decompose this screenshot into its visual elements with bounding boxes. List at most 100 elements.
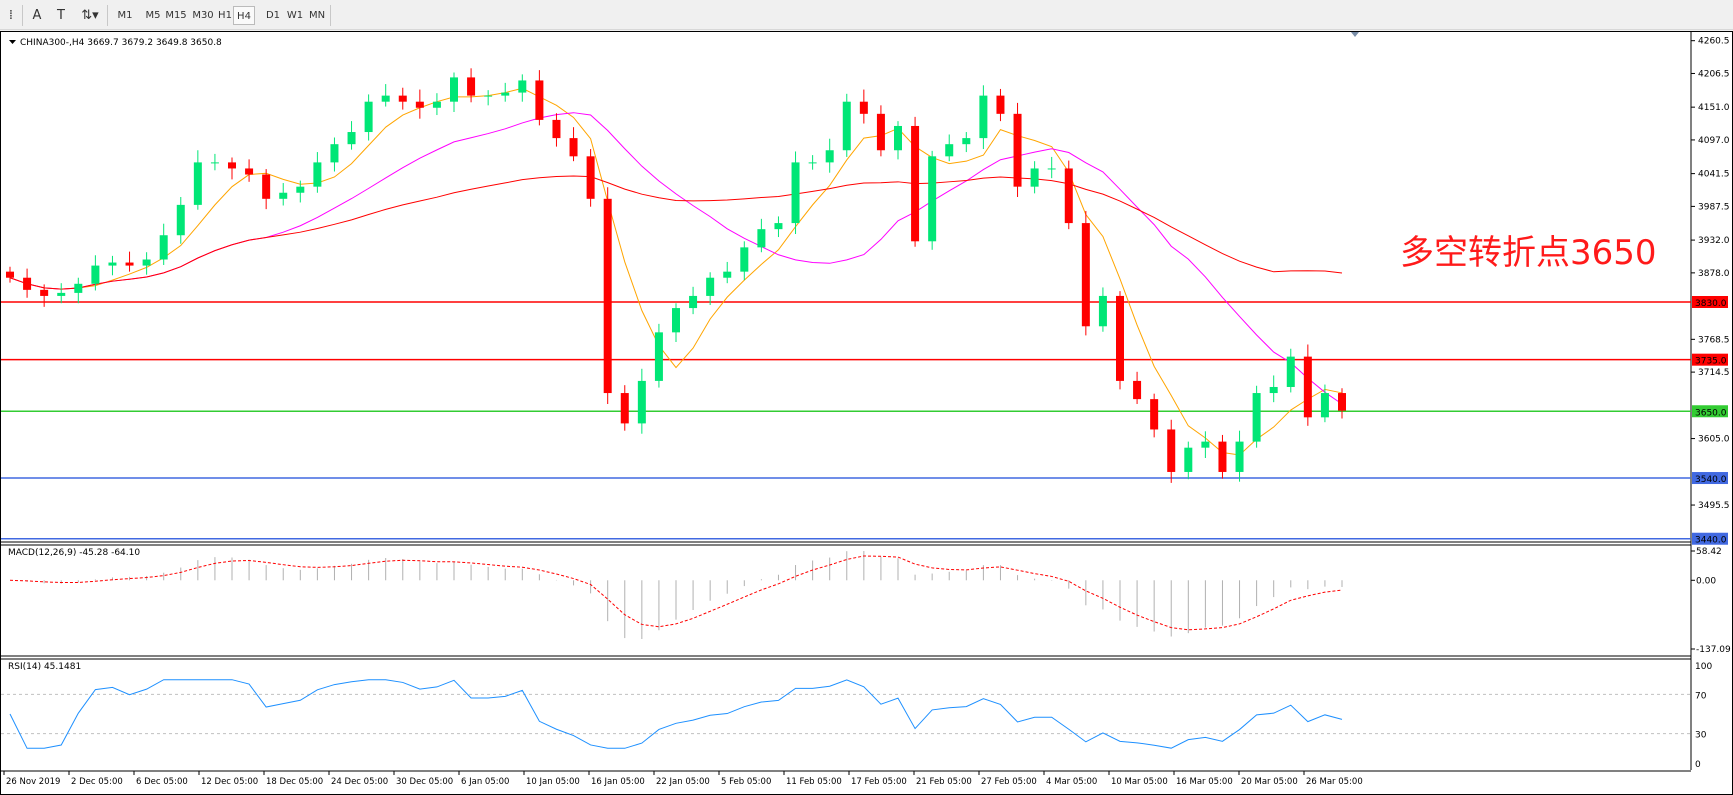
chart-window[interactable] xyxy=(0,31,1733,795)
candle-body xyxy=(1286,356,1295,387)
candle-body xyxy=(911,125,920,242)
price-line-label-bg xyxy=(1692,472,1728,485)
price-tick-label: 3605.0 xyxy=(1698,435,1730,445)
candle-body xyxy=(501,92,510,96)
time-label: 17 Feb 05:00 xyxy=(851,777,907,787)
price-line-label: 3540.0 xyxy=(1695,475,1727,485)
price-tick-label: 3714.5 xyxy=(1698,368,1730,378)
timeframe-m15-button[interactable]: M15 xyxy=(165,10,187,21)
candle-body xyxy=(689,295,698,309)
timeframe-d1-button[interactable]: D1 xyxy=(265,10,281,21)
candle-body xyxy=(262,174,271,199)
candle-body xyxy=(142,259,151,266)
candle-body xyxy=(842,101,851,151)
toolbar-separator xyxy=(22,5,23,26)
moving-average-line xyxy=(9,175,1343,290)
rsi-line xyxy=(9,679,1343,749)
candle-body xyxy=(552,119,561,139)
candle-body xyxy=(330,144,339,163)
time-label: 20 Mar 05:00 xyxy=(1241,777,1298,787)
candle-body xyxy=(245,168,254,175)
time-label: 21 Feb 05:00 xyxy=(916,777,972,787)
text-icon[interactable]: A xyxy=(32,8,42,23)
candle-body xyxy=(569,138,578,157)
candle-body xyxy=(1235,441,1244,472)
candle-body xyxy=(6,271,14,278)
candle-body xyxy=(1047,168,1056,170)
timeframe-m30-button[interactable]: M30 xyxy=(192,10,214,21)
candle-body xyxy=(1201,441,1210,448)
candle-body xyxy=(825,150,834,163)
time-label: 16 Mar 05:00 xyxy=(1176,777,1233,787)
arrows-icon[interactable]: ⇅▾ xyxy=(81,8,99,23)
candle-body xyxy=(193,162,202,205)
toolbar-separator xyxy=(330,5,331,26)
candle-body xyxy=(125,262,134,266)
candle-body xyxy=(23,277,32,290)
price-line-label: 3830.0 xyxy=(1695,299,1727,309)
price-tick-label: 3932.0 xyxy=(1698,236,1730,246)
candle-body xyxy=(979,95,988,139)
time-label: 6 Dec 05:00 xyxy=(136,777,188,787)
time-label: 4 Mar 05:00 xyxy=(1046,777,1097,787)
time-label: 26 Nov 2019 xyxy=(6,777,60,787)
text-label-icon[interactable]: T xyxy=(57,8,65,23)
candle-body xyxy=(1098,295,1107,327)
period-separator-icon[interactable]: ⁞ xyxy=(8,8,14,23)
candle-body xyxy=(484,95,493,97)
timeframe-mn-button[interactable]: MN xyxy=(308,10,326,21)
candle-body xyxy=(279,192,288,199)
candle-body xyxy=(928,156,937,242)
candle-body xyxy=(1303,356,1312,418)
rsi-tick-label: 30 xyxy=(1695,731,1707,741)
rsi-tick-label: 70 xyxy=(1695,691,1707,701)
candle-body xyxy=(347,132,356,145)
candle-body xyxy=(603,198,612,394)
chart-header: CHINA300-,H4 3669.7 3679.2 3649.8 3650.8 xyxy=(20,38,222,48)
time-label: 22 Jan 05:00 xyxy=(656,777,710,787)
timeframe-w1-button[interactable]: W1 xyxy=(286,10,304,21)
timeframe-m1-button[interactable]: M1 xyxy=(117,10,133,21)
candle-body xyxy=(1338,393,1346,411)
macd-signal-line xyxy=(9,555,1343,631)
timeframe-m5-button[interactable]: M5 xyxy=(145,10,161,21)
candle-body xyxy=(586,156,595,199)
moving-average-line xyxy=(9,87,1343,456)
candle-body xyxy=(40,289,49,296)
candle-body xyxy=(996,95,1005,114)
price-tick-label: 4151.0 xyxy=(1698,103,1730,113)
candle-body xyxy=(398,95,407,102)
rsi-tick-label: 100 xyxy=(1695,662,1712,672)
candle-body xyxy=(432,101,441,108)
candle-body xyxy=(706,277,715,296)
candle-body xyxy=(74,283,83,293)
timeframe-h4-button[interactable]: H4 xyxy=(233,6,255,25)
candle-body xyxy=(1184,447,1193,472)
price-line-label-bg xyxy=(1692,353,1728,366)
time-label: 12 Dec 05:00 xyxy=(201,777,258,787)
price-tick-label: 3768.5 xyxy=(1698,335,1730,345)
candle-body xyxy=(740,247,749,272)
time-label: 16 Jan 05:00 xyxy=(591,777,645,787)
price-tick-label: 4206.5 xyxy=(1698,69,1730,79)
macd-tick-label: 0.00 xyxy=(1696,576,1716,586)
macd-label: MACD(12,26,9) -45.28 -64.10 xyxy=(8,548,140,558)
candle-body xyxy=(415,101,424,108)
candle-body xyxy=(1167,429,1176,472)
toolbar-separator xyxy=(107,5,108,26)
candle-body xyxy=(467,77,476,96)
price-tick-label: 3987.5 xyxy=(1698,202,1730,212)
rsi-label: RSI(14) 45.1481 xyxy=(8,662,81,672)
candle-body xyxy=(723,271,732,278)
candle-body xyxy=(1013,113,1022,187)
candle-body xyxy=(962,138,971,145)
candle-body xyxy=(1320,393,1329,418)
candle-body xyxy=(176,204,185,236)
price-tick-label: 4041.5 xyxy=(1698,170,1730,180)
candle-body xyxy=(535,80,544,120)
price-line-label-bg xyxy=(1692,296,1728,308)
macd-tick-label: 58.42 xyxy=(1696,547,1722,557)
timeframe-h1-button[interactable]: H1 xyxy=(218,10,232,21)
price-tick-label: 4097.0 xyxy=(1698,136,1730,146)
